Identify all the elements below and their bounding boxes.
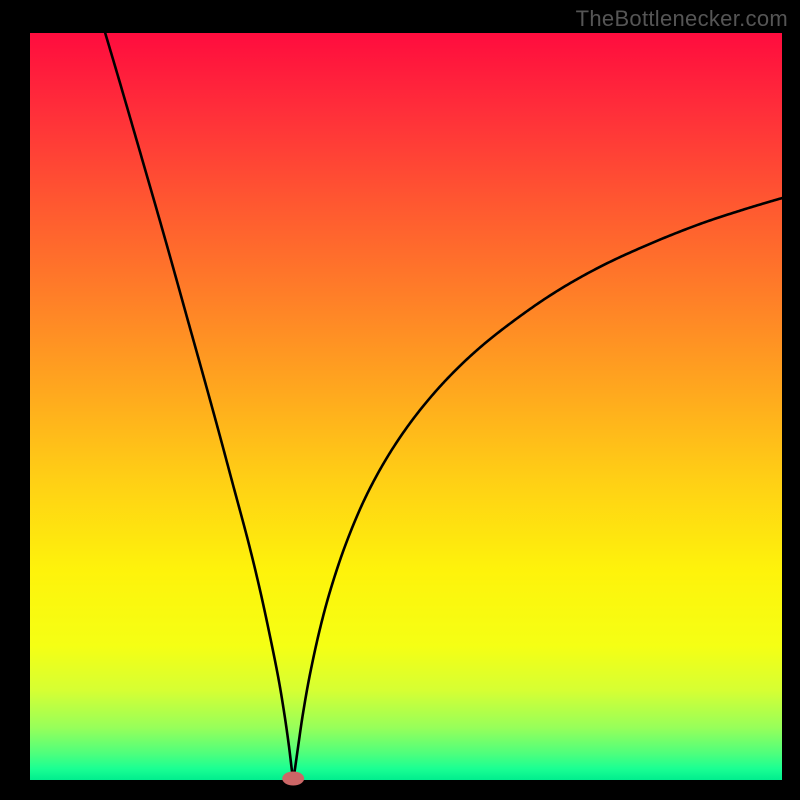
chart-frame: TheBottlenecker.com xyxy=(0,0,800,800)
min-marker xyxy=(282,772,304,786)
plot-background xyxy=(30,33,782,780)
watermark-text: TheBottlenecker.com xyxy=(576,6,788,32)
gradient-v-chart xyxy=(0,0,800,800)
